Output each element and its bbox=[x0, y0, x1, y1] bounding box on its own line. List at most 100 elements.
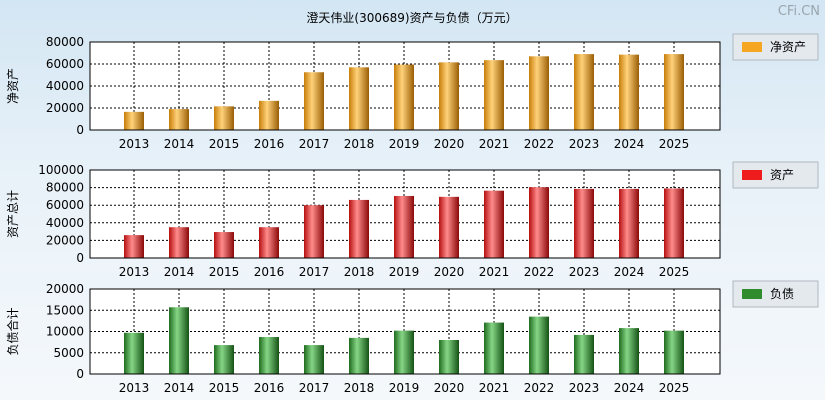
legend-swatch bbox=[742, 170, 762, 180]
x-tick-label: 2022 bbox=[524, 265, 555, 279]
x-tick-label: 2021 bbox=[479, 137, 510, 151]
legend: 净资产 bbox=[732, 33, 819, 61]
bar-2025 bbox=[664, 54, 684, 130]
bar-2015 bbox=[214, 106, 234, 130]
y-tick-label: 0 bbox=[76, 251, 84, 265]
bar-2017 bbox=[304, 205, 324, 258]
bar-2016 bbox=[259, 100, 279, 130]
bar-2022 bbox=[529, 316, 549, 374]
y-tick-label: 60000 bbox=[46, 198, 84, 212]
x-tick-label: 2015 bbox=[209, 265, 240, 279]
bar-2013 bbox=[124, 235, 144, 258]
x-tick-label: 2023 bbox=[569, 381, 600, 395]
bar-2019 bbox=[394, 330, 414, 374]
x-tick-label: 2017 bbox=[299, 137, 330, 151]
legend: 负债 bbox=[732, 280, 819, 308]
x-tick-label: 2025 bbox=[659, 265, 690, 279]
y-tick-label: 80000 bbox=[46, 181, 84, 195]
bar-2022 bbox=[529, 56, 549, 130]
x-tick-label: 2022 bbox=[524, 381, 555, 395]
x-tick-label: 2020 bbox=[434, 381, 465, 395]
x-tick-label: 2016 bbox=[254, 265, 285, 279]
x-tick-label: 2015 bbox=[209, 381, 240, 395]
bar-2025 bbox=[664, 330, 684, 374]
y-axis-label: 净资产 bbox=[6, 68, 20, 104]
panel-3: 0 5000 10000 15000 20000 2013 2014 2015 2016 2017… bbox=[5, 280, 819, 395]
bar-2014 bbox=[169, 307, 189, 374]
bar-2022 bbox=[529, 187, 549, 258]
y-tick-label: 80000 bbox=[46, 35, 84, 49]
bar-2019 bbox=[394, 195, 414, 258]
y-tick-label: 10000 bbox=[46, 325, 84, 339]
legend-label: 资产 bbox=[770, 168, 794, 182]
bar-2019 bbox=[394, 64, 414, 130]
panel-1: 0 20000 40000 60000 80000 2013 2014 2015 2016 201… bbox=[6, 33, 819, 151]
bar-2015 bbox=[214, 345, 234, 374]
bar-2014 bbox=[169, 109, 189, 130]
bar-2016 bbox=[259, 227, 279, 258]
x-tick-label: 2018 bbox=[344, 265, 375, 279]
x-tick-label: 2013 bbox=[119, 265, 150, 279]
bar-2023 bbox=[574, 188, 594, 258]
bar-2024 bbox=[619, 54, 639, 130]
legend-swatch bbox=[742, 289, 762, 299]
bar-2013 bbox=[124, 332, 144, 374]
bar-2025 bbox=[664, 188, 684, 258]
x-tick-label: 2022 bbox=[524, 137, 555, 151]
legend: 资产 bbox=[732, 161, 819, 189]
bar-2020 bbox=[439, 196, 459, 258]
bar-2018 bbox=[349, 337, 369, 374]
bar-2020 bbox=[439, 340, 459, 374]
x-tick-label: 2018 bbox=[344, 137, 375, 151]
x-tick-label: 2019 bbox=[389, 381, 420, 395]
x-tick-label: 2021 bbox=[479, 381, 510, 395]
plot-frame bbox=[89, 41, 721, 131]
x-tick-label: 2025 bbox=[659, 381, 690, 395]
bar-2020 bbox=[439, 62, 459, 130]
x-tick-label: 2015 bbox=[209, 137, 240, 151]
bar-2023 bbox=[574, 54, 594, 130]
y-tick-label: 15000 bbox=[46, 303, 84, 317]
x-tick-label: 2017 bbox=[299, 381, 330, 395]
y-axis-label: 资产总计 bbox=[6, 190, 20, 238]
bar-2015 bbox=[214, 232, 234, 258]
x-tick-label: 2019 bbox=[389, 265, 420, 279]
chart-title: 澄天伟业(300689)资产与负债（万元） bbox=[306, 10, 517, 25]
bar-2017 bbox=[304, 72, 324, 130]
bar-2018 bbox=[349, 199, 369, 258]
y-tick-label: 100000 bbox=[38, 163, 84, 177]
bar-2014 bbox=[169, 227, 189, 258]
x-tick-label: 2018 bbox=[344, 381, 375, 395]
bar-2013 bbox=[124, 111, 144, 130]
bar-2021 bbox=[484, 190, 504, 258]
y-tick-label: 5000 bbox=[53, 346, 84, 360]
y-tick-label: 0 bbox=[76, 123, 84, 137]
x-tick-label: 2021 bbox=[479, 265, 510, 279]
legend-label: 净资产 bbox=[770, 40, 806, 54]
bar-2016 bbox=[259, 337, 279, 374]
x-tick-label: 2020 bbox=[434, 137, 465, 151]
y-tick-label: 20000 bbox=[46, 101, 84, 115]
x-tick-label: 2025 bbox=[659, 137, 690, 151]
x-tick-label: 2013 bbox=[119, 381, 150, 395]
y-tick-label: 0 bbox=[76, 367, 84, 381]
bar-2017 bbox=[304, 345, 324, 374]
y-tick-label: 20000 bbox=[46, 282, 84, 296]
x-tick-label: 2016 bbox=[254, 137, 285, 151]
panel-2: 0 20000 40000 60000 80000 100000 2013 2014 2015 2… bbox=[6, 161, 819, 279]
x-tick-label: 2017 bbox=[299, 265, 330, 279]
x-tick-label: 2014 bbox=[164, 137, 195, 151]
y-tick-label: 40000 bbox=[46, 79, 84, 93]
plot-frame bbox=[89, 169, 721, 259]
bar-2024 bbox=[619, 188, 639, 258]
x-tick-label: 2024 bbox=[614, 265, 645, 279]
x-tick-label: 2024 bbox=[614, 137, 645, 151]
x-tick-label: 2014 bbox=[164, 381, 195, 395]
y-tick-label: 60000 bbox=[46, 57, 84, 71]
y-axis-label: 负债合计 bbox=[5, 307, 20, 355]
y-tick-label: 20000 bbox=[46, 233, 84, 247]
bar-2021 bbox=[484, 322, 504, 374]
bar-2018 bbox=[349, 67, 369, 130]
x-tick-label: 2020 bbox=[434, 265, 465, 279]
